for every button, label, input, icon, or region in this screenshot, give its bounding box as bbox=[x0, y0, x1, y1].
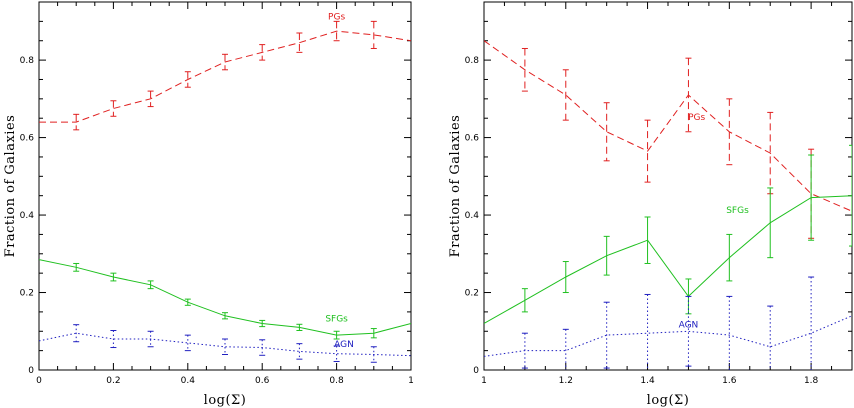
x-axis-title: log(Σ) bbox=[204, 393, 247, 408]
x-tick-label: 1.8 bbox=[804, 376, 819, 386]
x-tick-label: 0.8 bbox=[329, 376, 344, 386]
y-axis-title: Fraction of Galaxies bbox=[448, 115, 463, 258]
right-panel: 1 1.2 1.4 1.6 1.8 0 0.2 0.4 0.6 0.8 log(Σ) Fraction… bbox=[448, 1, 853, 408]
x-tick-label: 1.2 bbox=[559, 376, 573, 386]
plot-data bbox=[484, 40, 852, 370]
y-tick-label: 0.6 bbox=[20, 134, 35, 144]
x-tick-label: 1 bbox=[408, 376, 414, 386]
plot-frame bbox=[483, 1, 853, 371]
series-label-agn: AGN bbox=[679, 320, 699, 330]
series-line-sfgs bbox=[484, 195, 852, 324]
y-tick-label: 0.4 bbox=[465, 211, 480, 221]
plot-data bbox=[39, 20, 411, 363]
x-axis-title: log(Σ) bbox=[647, 393, 690, 408]
y-tick-label: 0.2 bbox=[20, 289, 34, 299]
series-label-pgs: PGs bbox=[328, 12, 345, 22]
series-line-pgs bbox=[39, 30, 411, 123]
series-line-agn bbox=[484, 315, 852, 357]
y-tick-label: 0.8 bbox=[465, 56, 480, 66]
y-tick-label: 0.2 bbox=[465, 289, 479, 299]
y-tick-label: 0.8 bbox=[20, 56, 35, 66]
y-tick-label: 0 bbox=[473, 366, 479, 376]
left-panel: 0 0.2 0.4 0.6 0.8 1 0 0.2 0.4 0.6 0.8 log(Σ) Fractio… bbox=[3, 1, 414, 408]
y-axis-title: Fraction of Galaxies bbox=[3, 115, 18, 258]
y-tick-label: 0 bbox=[28, 366, 34, 376]
series-label-sfgs: SFGs bbox=[325, 315, 348, 325]
x-tick-label: 0 bbox=[36, 376, 42, 386]
y-tick-label: 0.6 bbox=[465, 134, 480, 144]
x-tick-label: 0.6 bbox=[255, 376, 270, 386]
x-tick-label: 1.6 bbox=[722, 376, 737, 386]
x-tick-label: 1 bbox=[481, 376, 487, 386]
x-tick-label: 0.2 bbox=[106, 376, 120, 386]
series-line-sfgs bbox=[39, 259, 411, 336]
series-label-sfgs: SFGs bbox=[726, 206, 749, 216]
series-label-agn: AGN bbox=[334, 340, 354, 350]
series-label-pgs: PGs bbox=[688, 113, 705, 123]
series-line-pgs bbox=[484, 40, 852, 212]
x-tick-label: 1.4 bbox=[640, 376, 655, 386]
y-tick-label: 0.4 bbox=[20, 211, 35, 221]
x-tick-label: 0.4 bbox=[181, 376, 196, 386]
